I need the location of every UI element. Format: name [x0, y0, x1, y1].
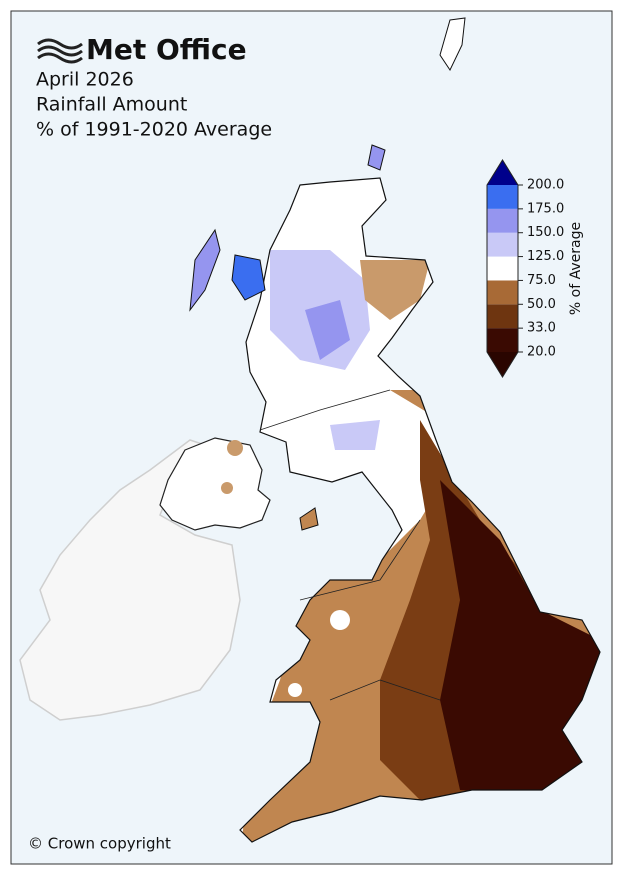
- colorbar-bin: [487, 232, 518, 257]
- northern-ireland: [159, 437, 271, 531]
- colorbar-over: [487, 160, 518, 185]
- rain-patch: [330, 610, 350, 630]
- colorbar-tick-label: 33.0: [527, 321, 556, 336]
- colorbar-bin: [487, 280, 518, 305]
- colorbar-tick-label: 20.0: [527, 345, 556, 360]
- island: [189, 228, 221, 312]
- region-fill: [440, 480, 600, 800]
- colorbar-bin: [487, 208, 518, 233]
- rain-patch: [360, 260, 430, 320]
- colorbar-tick-label: 150.0: [527, 225, 564, 240]
- rain-patch: [221, 482, 233, 494]
- colorbar-bin: [487, 185, 518, 209]
- colorbar: 20.0 33.0 50.0 75.0 125.0 150.0 175.0 200.0 % of…: [486, 159, 584, 378]
- region-border: [259, 389, 441, 701]
- logo-text: Met Office: [86, 33, 247, 66]
- title-line: April 2026: [36, 69, 134, 91]
- rain-patch: [227, 440, 243, 456]
- logo-waves: [37, 38, 83, 64]
- colorbar-under: [487, 352, 518, 377]
- island: [439, 17, 466, 72]
- island: [367, 144, 386, 171]
- colorbar-bin: [487, 256, 518, 281]
- island: [299, 507, 319, 531]
- colorbar-tick-label: 125.0: [527, 249, 564, 264]
- colorbar-bin: [487, 328, 518, 352]
- island: [231, 254, 266, 301]
- colorbar-tick-label: 75.0: [527, 273, 556, 288]
- gb-outline: [239, 177, 601, 843]
- rain-patch: [330, 420, 380, 450]
- title-line: Rainfall Amount: [36, 94, 187, 116]
- colorbar-tick-label: 50.0: [527, 297, 556, 312]
- colorbar-bin: [487, 304, 518, 329]
- colorbar-label: % of Average: [568, 222, 584, 315]
- colorbar-tick-label: 200.0: [527, 178, 564, 193]
- colorbar-tick-label: 175.0: [527, 201, 564, 216]
- rain-patch: [305, 300, 350, 360]
- logo: Met Office: [37, 33, 247, 66]
- rain-patch: [288, 683, 302, 697]
- copyright: © Crown copyright: [28, 835, 171, 853]
- title-line: % of 1991-2020 Average: [36, 119, 272, 141]
